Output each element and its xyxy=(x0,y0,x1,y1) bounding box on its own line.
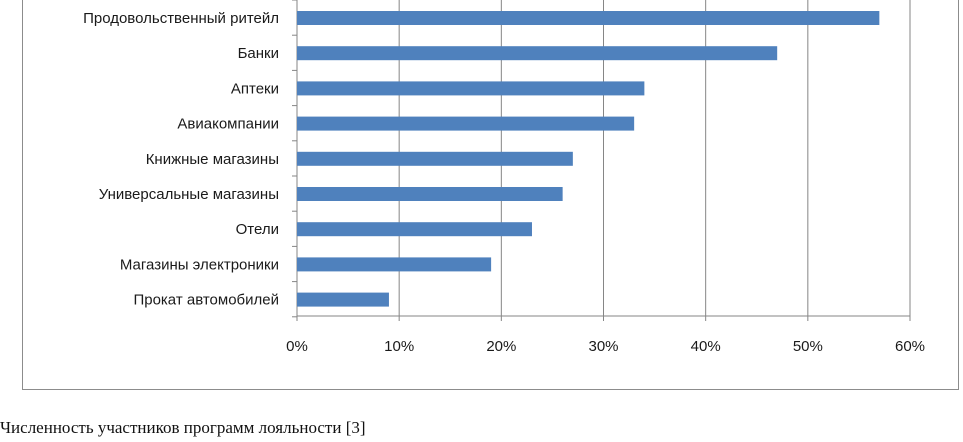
bar xyxy=(297,81,645,96)
category-label: Универсальные магазины xyxy=(99,186,279,203)
bar xyxy=(297,187,563,201)
bar xyxy=(297,46,778,61)
figure-caption: Численность участников программ лояльнос… xyxy=(0,418,366,437)
x-tick-label: 50% xyxy=(793,338,823,355)
bar xyxy=(297,151,573,166)
bar xyxy=(297,257,492,272)
x-tick-label: 20% xyxy=(486,338,516,355)
category-label: Прокат автомобилей xyxy=(133,292,279,309)
bar xyxy=(297,11,880,25)
x-tick-label: 60% xyxy=(895,338,925,355)
bars xyxy=(297,11,880,307)
category-label: Отели xyxy=(236,221,279,238)
x-tick-label: 40% xyxy=(691,338,721,355)
category-label: Авиакомпании xyxy=(177,116,279,133)
category-label: Книжные магазины xyxy=(146,151,279,168)
x-tick-label: 10% xyxy=(384,338,414,355)
bar xyxy=(297,292,389,307)
category-label: Магазины электроники xyxy=(120,256,279,273)
category-label: Аптеки xyxy=(231,80,279,97)
x-tick-label: 0% xyxy=(286,338,308,355)
category-labels: Продовольственный ритейл Банки Аптеки Авиак… xyxy=(83,10,279,309)
bar xyxy=(297,222,532,237)
x-tick-label: 30% xyxy=(588,338,618,355)
x-tick-labels: 0% 10% 20% 30% 40% 50% 60% xyxy=(286,338,925,355)
bar xyxy=(297,116,635,131)
category-label: Банки xyxy=(238,45,279,62)
category-label: Продовольственный ритейл xyxy=(83,10,279,27)
